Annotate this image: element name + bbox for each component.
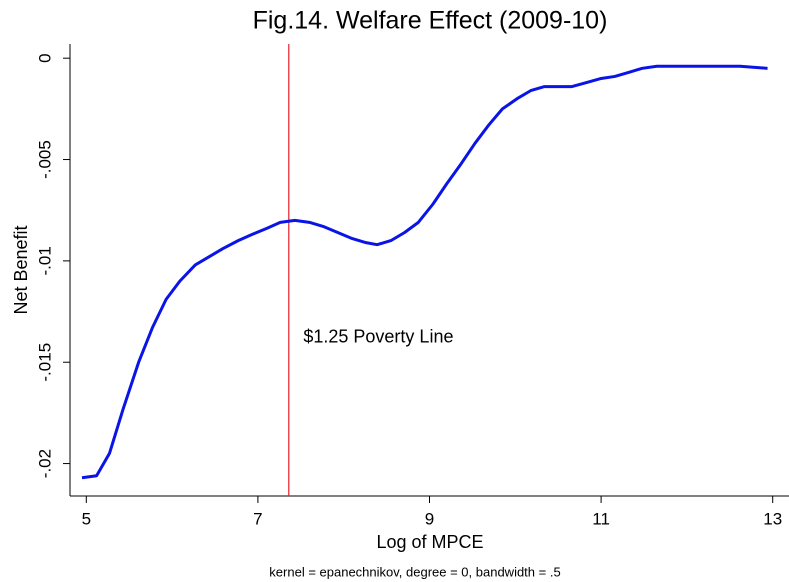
x-axis-label: Log of MPCE: [376, 532, 483, 552]
x-tick-label: 11: [592, 509, 610, 528]
chart-title: Fig.14. Welfare Effect (2009-10): [253, 7, 608, 35]
annotation: $1.25 Poverty Line: [303, 327, 453, 347]
y-tick-label: -.01: [35, 246, 54, 275]
x-tick-label: 5: [82, 509, 91, 528]
y-tick-label: -.015: [35, 343, 54, 382]
note: kernel = epanechnikov, degree = 0, bandw…: [269, 564, 560, 579]
y-tick-label: -.005: [35, 140, 54, 179]
x-tick-label: 9: [425, 509, 434, 528]
y-tick-label: 0: [35, 53, 54, 62]
data-line: [81, 64, 768, 480]
x-tick-label: 13: [763, 509, 782, 528]
y-axis-label: Net Benefit: [11, 225, 31, 314]
x-tick-label: 7: [253, 509, 262, 528]
y-tick-label: -.02: [35, 449, 54, 478]
